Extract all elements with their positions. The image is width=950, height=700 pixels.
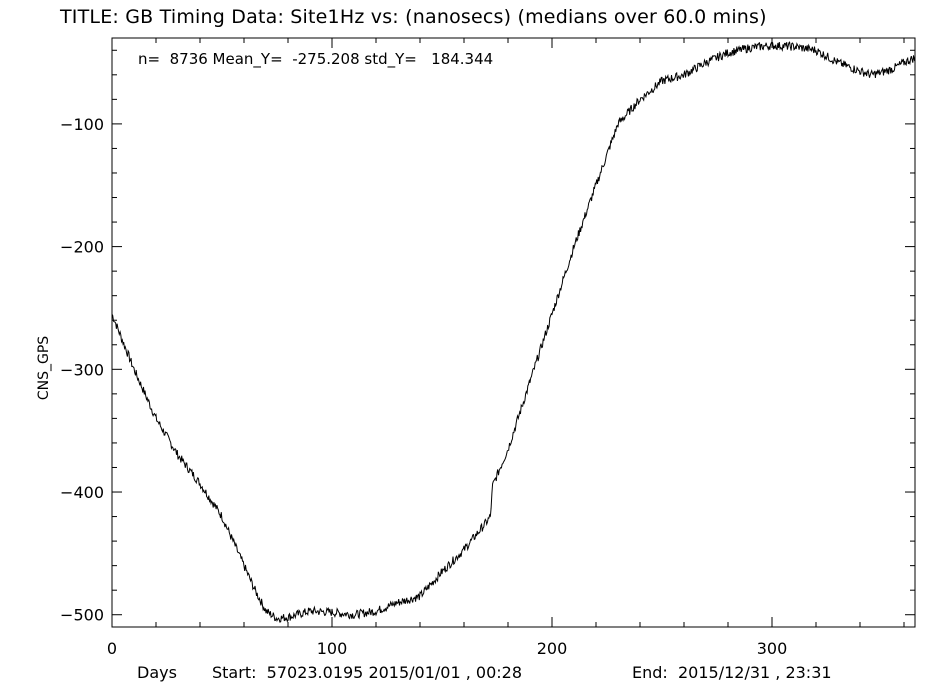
- series-line: [111, 41, 916, 623]
- plot-frame: [111, 37, 916, 628]
- plot-area: 0 100 200 300 −100 −200 −300 −400 −500: [60, 37, 916, 658]
- y-tick-label: −300: [60, 360, 104, 379]
- end-readout: End: 2015/12/31 , 23:31: [632, 663, 832, 682]
- y-tick-label: −200: [60, 238, 104, 257]
- x-axis-label: Days: [137, 663, 177, 682]
- chart-title: TITLE: GB Timing Data: Site1Hz vs: (nano…: [60, 6, 767, 28]
- y-tick-label: −400: [60, 483, 104, 502]
- start-readout: Start: 57023.0195 2015/01/01 , 00:28: [212, 663, 523, 682]
- stats-readout: n= 8736 Mean_Y= -275.208 std_Y= 184.344: [138, 50, 494, 68]
- x-tick-label: 300: [757, 639, 788, 658]
- y-tick-label: −500: [60, 606, 104, 625]
- y-axis-label: CNS_GPS: [36, 335, 53, 401]
- x-tick-label: 200: [537, 639, 568, 658]
- x-tick-label: 100: [317, 639, 348, 658]
- x-tick-label: 0: [107, 639, 117, 658]
- y-tick-label: −100: [60, 115, 104, 134]
